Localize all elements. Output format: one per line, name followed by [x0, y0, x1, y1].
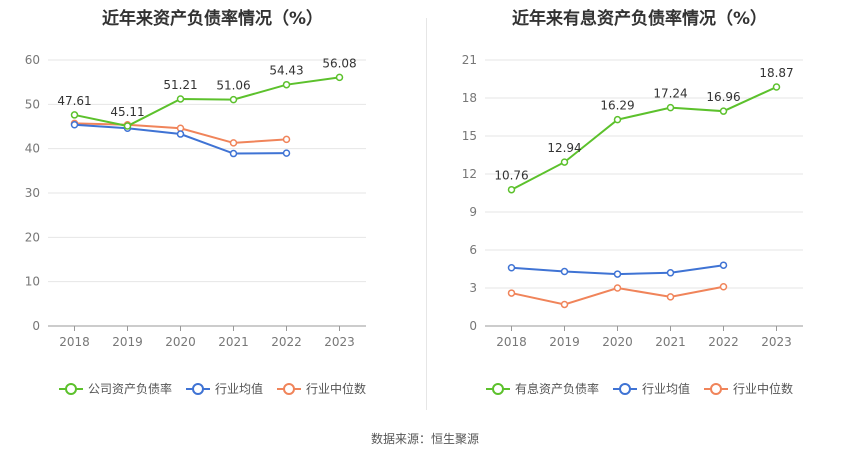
y-tick-label: 12: [462, 167, 477, 181]
data-label: 51.21: [163, 78, 197, 92]
data-point: [666, 103, 675, 112]
y-tick-label: 15: [462, 129, 477, 143]
data-label: 54.43: [269, 64, 303, 78]
x-tick-label: 2021: [218, 335, 249, 349]
x-tick-label: 2023: [324, 335, 355, 349]
x-tick-label: 2022: [708, 335, 739, 349]
x-tick-label: 2018: [59, 335, 90, 349]
chart-title: 近年来有息资产负债率情况（%）: [511, 9, 768, 29]
data-point: [772, 83, 781, 91]
legend-label: 行业中位数: [306, 382, 367, 396]
x-tick-label: 2020: [165, 335, 196, 349]
x-tick-label: 2019: [549, 335, 580, 349]
legend-label: 公司资产负债率: [87, 382, 172, 396]
legend-item[interactable]: 有息资产负债率: [485, 380, 599, 397]
data-point: [666, 269, 675, 277]
data-point: [282, 149, 291, 157]
x-tick-label: 2018: [496, 335, 527, 349]
x-tick-label: 2019: [112, 335, 143, 349]
data-label: 47.61: [57, 94, 91, 108]
y-tick-label: 3: [469, 281, 477, 295]
data-point: [229, 95, 238, 104]
x-tick-label: 2020: [602, 335, 633, 349]
data-label: 45.11: [110, 105, 144, 119]
chart-title: 近年来资产负债率情况（%）: [101, 9, 324, 29]
y-tick-label: 0: [32, 319, 40, 333]
data-point: [719, 107, 728, 115]
data-point: [666, 293, 675, 301]
data-point: [282, 80, 291, 89]
data-point: [229, 149, 238, 158]
data-label: 16.96: [706, 90, 740, 104]
y-tick-label: 60: [25, 53, 40, 67]
y-tick-label: 6: [469, 243, 477, 257]
series-line: [511, 86, 777, 191]
legend-item[interactable]: 行业中位数: [277, 380, 366, 397]
data-point: [70, 120, 79, 129]
data-point: [176, 95, 185, 103]
data-point: [176, 130, 185, 138]
data-point: [335, 73, 344, 82]
data-label: 12.94: [547, 141, 581, 155]
legend: 有息资产负债率 行业均值 行业中位数: [427, 380, 850, 397]
data-point: [560, 267, 569, 276]
data-label: 56.08: [322, 56, 356, 70]
data-point: [229, 139, 238, 147]
legend-item[interactable]: 行业均值: [185, 380, 263, 397]
data-point: [613, 115, 622, 124]
y-tick-label: 50: [25, 97, 40, 111]
y-tick-label: 21: [462, 53, 477, 67]
legend-marker-icon: [612, 382, 637, 395]
legend-label: 行业均值: [641, 382, 690, 396]
legend-label: 行业中位数: [733, 382, 794, 396]
series-line: [74, 76, 340, 128]
y-tick-label: 30: [25, 186, 40, 200]
y-tick-label: 18: [462, 91, 477, 105]
legend-marker-icon: [185, 382, 210, 395]
data-point: [560, 158, 569, 166]
legend-marker-icon: [58, 382, 83, 395]
line-chart-debt-ratio: 0 10 20 30 40 50 60 2018 2019 2020 2021 2022 2023 47.…: [25, 53, 366, 349]
x-tick-label: 2022: [271, 335, 302, 349]
legend: 公司资产负债率 行业均值 行业中位数: [0, 380, 425, 397]
data-point: [613, 284, 622, 292]
line-chart-interest-bearing-debt-ratio: 0 3 6 9 12 15 18 21 2018 2019 2020 2021 2022 2023 10.7…: [462, 53, 803, 349]
data-point: [613, 270, 622, 278]
data-point: [70, 111, 79, 119]
x-tick-label: 2021: [655, 335, 686, 349]
legend-item[interactable]: 行业均值: [612, 380, 690, 397]
data-source: 数据来源：恒生聚源: [370, 432, 479, 446]
data-point: [507, 289, 516, 297]
y-tick-label: 9: [469, 205, 477, 219]
data-point: [560, 300, 569, 309]
data-point: [507, 263, 516, 272]
legend-marker-icon: [277, 382, 301, 395]
data-point: [123, 122, 132, 130]
legend-marker-icon: [704, 382, 728, 395]
data-label: 16.29: [600, 99, 634, 113]
legend-marker-icon: [485, 382, 510, 395]
legend-item[interactable]: 公司资产负债率: [58, 380, 172, 397]
x-tick-label: 2023: [761, 335, 792, 349]
y-tick-label: 10: [25, 275, 40, 289]
data-label: 10.76: [494, 169, 528, 183]
legend-label: 行业均值: [214, 382, 263, 396]
legend-item[interactable]: 行业中位数: [704, 380, 793, 397]
chart-panel-interest-bearing-debt-ratio: 近年来有息资产负债率情况（%） 0 3 6 9 12 15 18 21 2018 2019 2020…: [427, 0, 850, 420]
data-point: [719, 282, 728, 291]
data-point: [507, 185, 516, 194]
legend-label: 有息资产负债率: [514, 382, 599, 396]
chart-panel-debt-ratio: 近年来资产负债率情况（%） 0 10 20 30 40 50 60 2018 2019 2020 2…: [0, 0, 425, 420]
y-tick-label: 20: [25, 230, 40, 244]
data-point: [282, 135, 291, 144]
data-label: 17.24: [653, 87, 687, 101]
data-point: [719, 261, 728, 269]
y-tick-label: 40: [25, 142, 40, 156]
data-label: 18.87: [759, 66, 793, 80]
y-tick-label: 0: [469, 319, 477, 333]
data-label: 51.06: [216, 79, 250, 93]
panel-divider: [426, 18, 427, 410]
